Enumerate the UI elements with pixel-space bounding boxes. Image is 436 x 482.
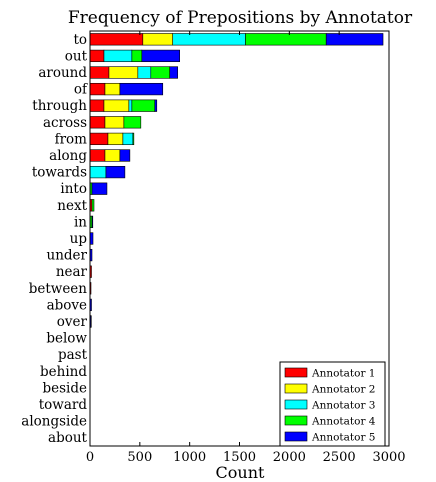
bar-to-annotator-3: [172, 33, 246, 46]
category-label-of: of: [74, 82, 88, 98]
category-label-up: up: [70, 231, 87, 247]
legend-swatch-annotator-5: [284, 431, 308, 442]
category-label-from: from: [55, 131, 88, 147]
legend-label-annotator-1: Annotator 1: [311, 368, 376, 380]
bar-out-annotator-4: [131, 49, 143, 63]
bar-through-annotator-5: [154, 99, 158, 112]
category-label-towards: towards: [32, 165, 87, 181]
bars: [89, 33, 384, 328]
bar-to-annotator-4: [245, 33, 327, 46]
bar-across-annotator-4: [123, 116, 142, 129]
category-label-above: above: [47, 297, 87, 313]
category-label-under: under: [47, 248, 88, 264]
x-tick-label: 1500: [223, 450, 256, 465]
category-label-to: to: [73, 32, 87, 48]
bar-through-annotator-1: [89, 99, 105, 112]
bar-through-annotator-3: [128, 99, 133, 112]
category-label-alongside: alongside: [21, 414, 87, 430]
bar-along-annotator-2: [104, 149, 121, 162]
category-label-across: across: [43, 115, 87, 131]
bar-of-annotator-1: [89, 82, 106, 96]
bar-around-annotator-1: [89, 66, 110, 79]
legend-swatch-annotator-3: [284, 399, 308, 410]
category-label-along: along: [49, 148, 87, 164]
bar-out-annotator-3: [103, 49, 133, 63]
bar-towards-annotator-5: [105, 165, 126, 179]
bar-across-annotator-1: [89, 116, 106, 129]
bar-to-annotator-5: [325, 33, 384, 46]
category-label-in: in: [74, 214, 87, 230]
legend: Annotator 1 Annotator 2 Annotator 3 Annotat…: [279, 361, 386, 447]
legend-swatch-annotator-2: [284, 383, 308, 394]
bar-from-annotator-2: [107, 132, 124, 146]
x-tick-label: 0: [86, 450, 94, 465]
bar-around-annotator-5: [169, 66, 179, 79]
bar-of-annotator-5: [119, 82, 164, 96]
category-label-over: over: [57, 314, 88, 330]
legend-label-annotator-4: Annotator 4: [311, 416, 376, 428]
x-tick-label: 3000: [372, 450, 405, 465]
x-axis-label: Count: [216, 463, 265, 482]
category-label-about: about: [48, 430, 88, 446]
category-label-behind: behind: [40, 364, 87, 380]
category-label-through: through: [32, 98, 87, 114]
legend-label-annotator-5: Annotator 5: [311, 432, 376, 444]
bar-into-annotator-5: [91, 182, 108, 195]
chart-title: Frequency of Prepositions by Annotator: [68, 8, 413, 28]
x-tick-label: 2500: [323, 450, 356, 465]
bar-out-annotator-5: [141, 49, 180, 63]
legend-swatch-annotator-1: [284, 367, 308, 378]
bar-towards-annotator-3: [89, 165, 107, 179]
bar-through-annotator-4: [131, 99, 156, 112]
bar-around-annotator-4: [150, 66, 171, 79]
category-label-toward: toward: [39, 397, 88, 413]
category-label-below: below: [46, 331, 87, 347]
category-label-past: past: [58, 347, 88, 363]
bar-through-annotator-2: [103, 99, 130, 112]
category-label-out: out: [65, 48, 88, 64]
bar-around-annotator-2: [108, 66, 139, 79]
bar-along-annotator-5: [119, 149, 131, 162]
x-tick-label: 2000: [273, 450, 306, 465]
category-label-around: around: [38, 65, 87, 81]
bar-to-annotator-2: [142, 33, 174, 46]
bar-in-annotator-5: [91, 215, 94, 229]
bar-from-annotator-3: [122, 132, 134, 146]
bar-around-annotator-3: [137, 66, 152, 79]
category-labels: tooutaroundofthroughacrossfromalongtowar…: [21, 32, 88, 446]
bar-to-annotator-1: [89, 33, 144, 46]
legend-label-annotator-2: Annotator 2: [311, 384, 376, 396]
bar-over-annotator-5: [90, 315, 92, 328]
bar-across-annotator-2: [104, 116, 125, 129]
bar-next-annotator-4: [91, 199, 95, 212]
category-label-beside: beside: [42, 380, 87, 396]
legend-swatch-annotator-4: [284, 415, 308, 426]
legend-label-annotator-3: Annotator 3: [311, 400, 376, 412]
bar-from-annotator-1: [89, 132, 109, 146]
bar-from-annotator-4: [132, 132, 135, 146]
bar-out-annotator-1: [89, 49, 105, 63]
category-label-into: into: [60, 181, 87, 197]
category-label-near: near: [56, 264, 88, 280]
x-tick-label: 500: [127, 450, 152, 465]
category-label-next: next: [57, 198, 87, 214]
bar-along-annotator-1: [89, 149, 106, 162]
bar-of-annotator-2: [104, 82, 121, 96]
x-ticks: 0 500 1000 1500 2000 2500 3000: [86, 31, 406, 465]
x-tick-label: 1000: [173, 450, 206, 465]
category-label-between: between: [29, 281, 88, 297]
